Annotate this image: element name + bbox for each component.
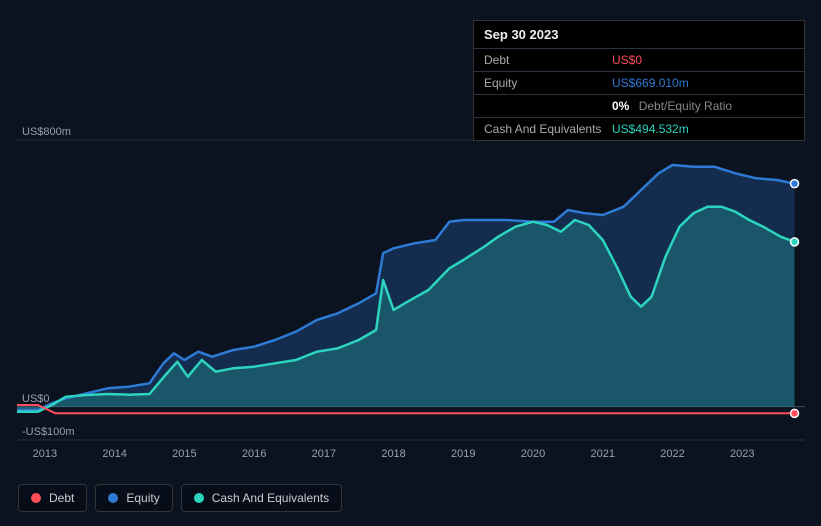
legend-dot-equity [108, 493, 118, 503]
y-axis-label: US$0 [22, 393, 50, 405]
tooltip: Sep 30 2023 Debt US$0 Equity US$669.010m… [473, 20, 805, 141]
x-axis-label: 2022 [660, 448, 684, 460]
tooltip-ratio-label: Debt/Equity Ratio [639, 99, 732, 113]
x-axis-label: 2021 [591, 448, 615, 460]
y-axis-label: US$800m [22, 126, 71, 138]
legend-item-equity[interactable]: Equity [95, 484, 172, 512]
tooltip-label-equity: Equity [484, 76, 612, 90]
tooltip-value-debt: US$0 [612, 53, 642, 67]
legend-label-equity: Equity [126, 491, 159, 505]
tooltip-value-equity: US$669.010m [612, 76, 689, 90]
tooltip-row-cash: Cash And Equivalents US$494.532m [474, 118, 804, 140]
legend-dot-debt [31, 493, 41, 503]
tooltip-label-debt: Debt [484, 53, 612, 67]
x-axis-label: 2016 [242, 448, 266, 460]
x-axis-label: 2018 [381, 448, 405, 460]
legend-label-debt: Debt [49, 491, 74, 505]
legend-item-debt[interactable]: Debt [18, 484, 87, 512]
x-axis-label: 2019 [451, 448, 475, 460]
legend: Debt Equity Cash And Equivalents [18, 484, 342, 512]
tooltip-label-cash: Cash And Equivalents [484, 122, 612, 136]
tooltip-row-debt: Debt US$0 [474, 49, 804, 72]
y-axis-label: -US$100m [22, 426, 75, 438]
x-axis-label: 2023 [730, 448, 754, 460]
tooltip-ratio: 0% Debt/Equity Ratio [612, 99, 732, 113]
x-axis-label: 2020 [521, 448, 545, 460]
tooltip-label-ratio [484, 99, 612, 113]
tooltip-ratio-pct: 0% [612, 99, 629, 113]
tooltip-row-ratio: 0% Debt/Equity Ratio [474, 95, 804, 118]
tooltip-row-equity: Equity US$669.010m [474, 72, 804, 95]
legend-item-cash[interactable]: Cash And Equivalents [181, 484, 342, 512]
tooltip-value-cash: US$494.532m [612, 122, 689, 136]
legend-label-cash: Cash And Equivalents [212, 491, 329, 505]
x-axis-label: 2015 [172, 448, 196, 460]
x-axis-label: 2014 [102, 448, 126, 460]
tooltip-date: Sep 30 2023 [474, 21, 804, 49]
legend-dot-cash [194, 493, 204, 503]
x-axis-label: 2017 [312, 448, 336, 460]
x-axis-label: 2013 [33, 448, 57, 460]
chart-area: Sep 30 2023 Debt US$0 Equity US$669.010m… [0, 0, 821, 526]
